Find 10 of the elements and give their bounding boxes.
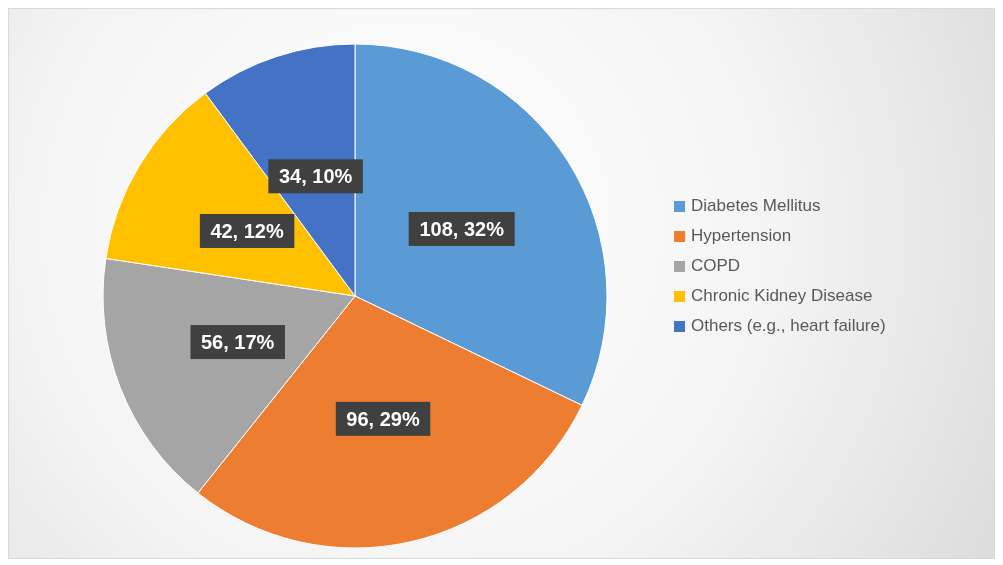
data-label: 42, 12% (210, 219, 284, 242)
data-label: 108, 32% (419, 217, 505, 240)
data-label: 96, 29% (346, 407, 420, 430)
data-label: 34, 10% (278, 165, 353, 188)
legend-label: Others (e.g., heart failure) (691, 315, 886, 337)
legend-label: Hypertension (691, 225, 792, 247)
legend-label: Chronic Kidney Disease (691, 285, 873, 307)
legend-label: COPD (691, 255, 741, 277)
slice-label: Diabetes Mellitus (691, 195, 821, 217)
data-label: 56, 17% (201, 331, 275, 354)
